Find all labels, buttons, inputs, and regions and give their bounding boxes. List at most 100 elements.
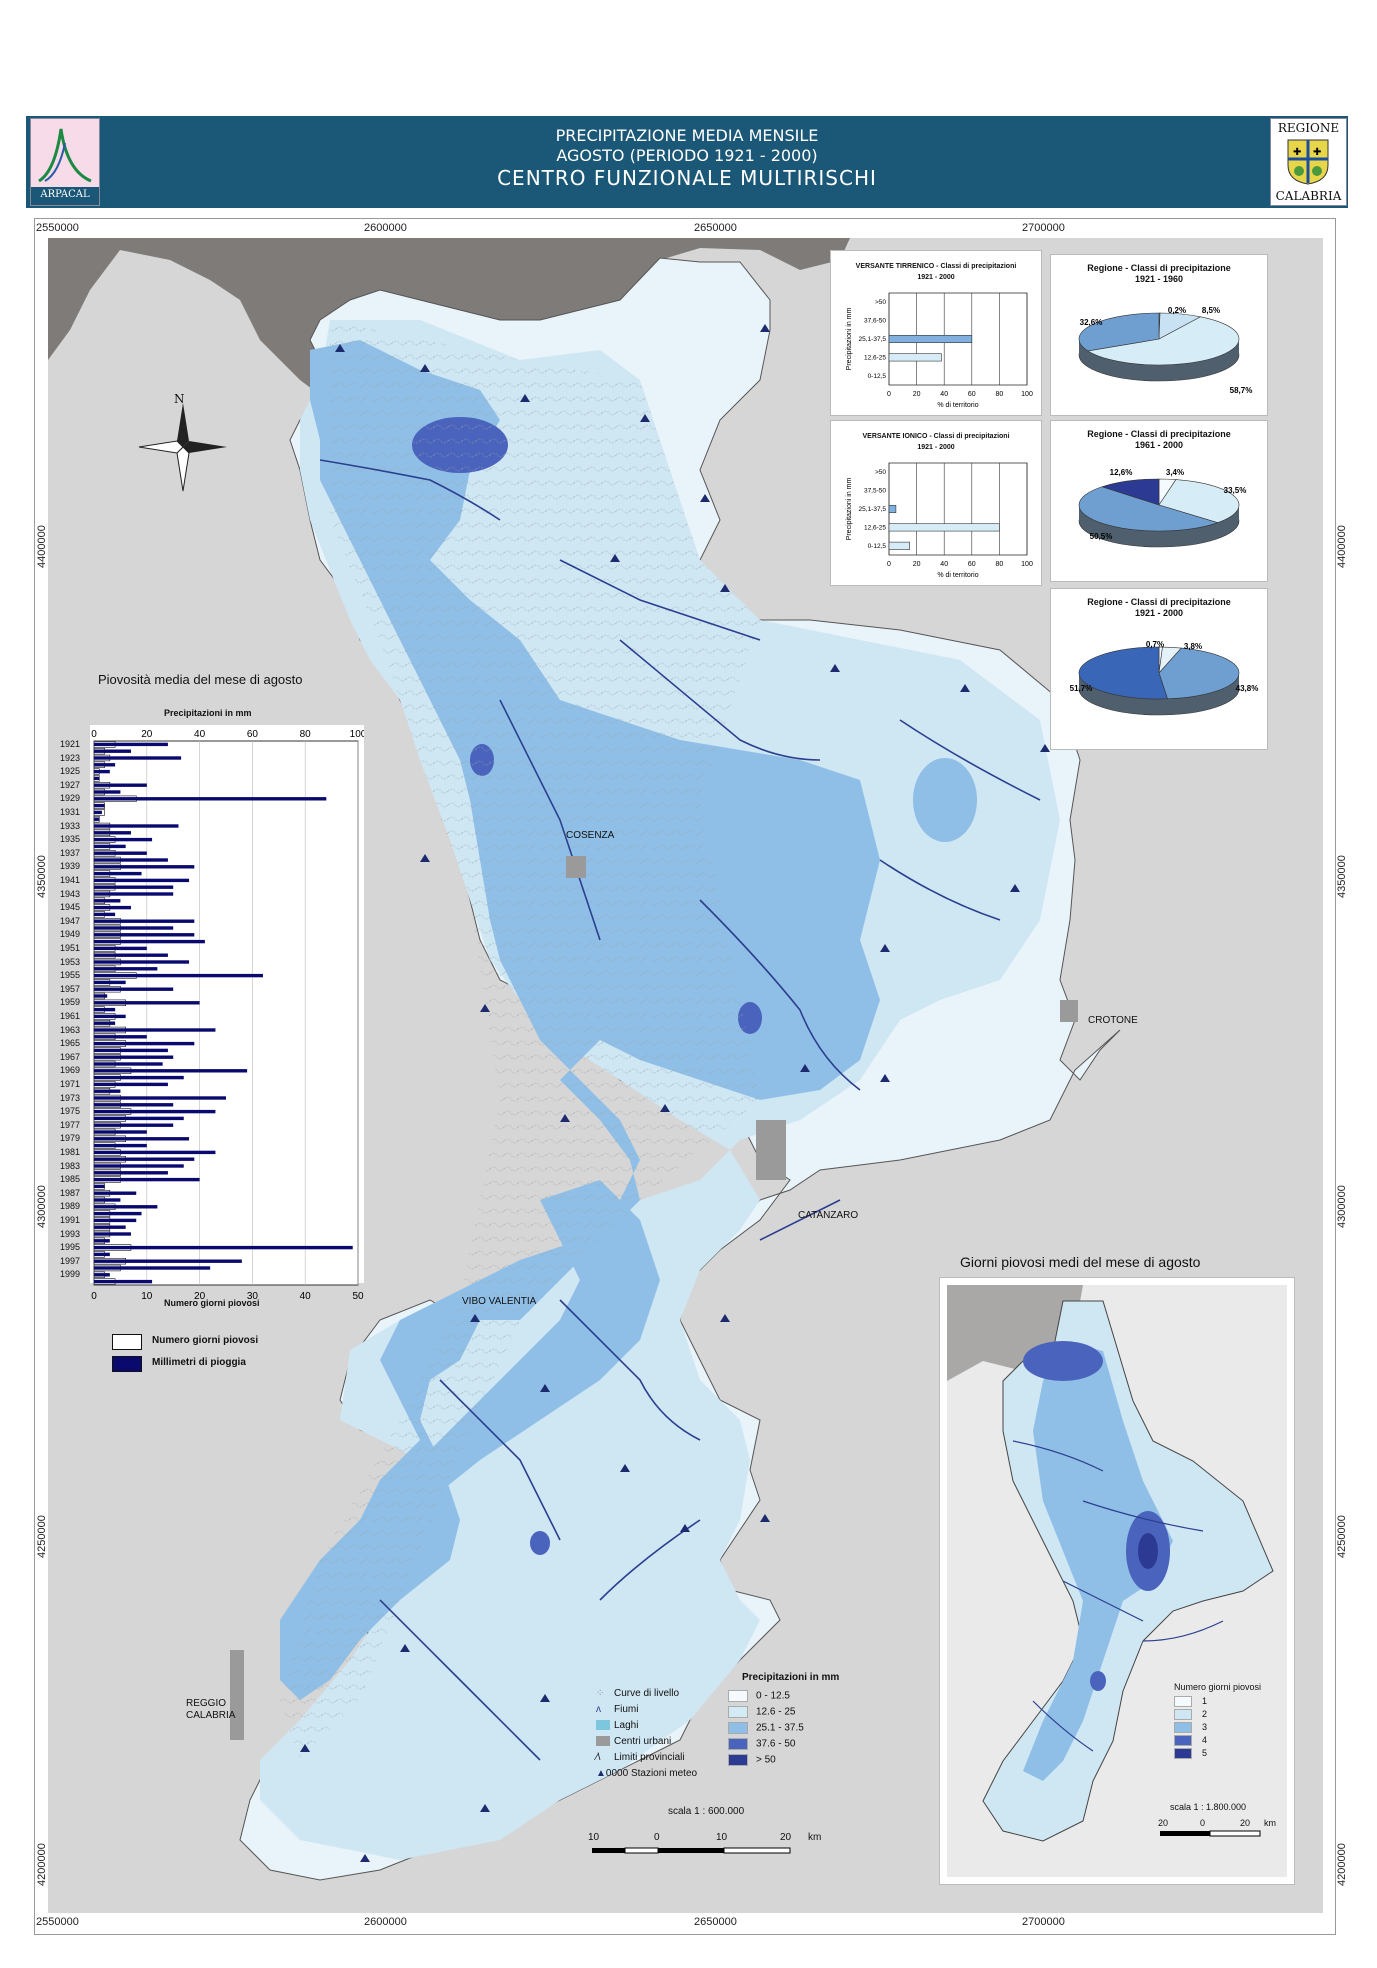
- title-line-3: CENTRO FUNZIONALE MULTIRISCHI: [497, 166, 877, 190]
- barchart-bar-2: [888, 335, 973, 343]
- bar-mm-1925: [94, 769, 110, 774]
- contour-lines: [280, 320, 760, 1760]
- bar-mm-1966: [94, 1048, 168, 1053]
- inset-scale-tick-20: 20: [1240, 1818, 1251, 1828]
- barchart-bar-3: [888, 353, 942, 362]
- bar-mm-1933: [94, 824, 179, 828]
- bar-mm-1928: [94, 790, 121, 794]
- x-coord-top-2: 2600000: [364, 222, 407, 234]
- left-chart-frame: [93, 740, 359, 1286]
- bar-mm-1970: [94, 1075, 184, 1080]
- bar-mm-1976: [94, 1116, 184, 1121]
- bar-mm-1952: [94, 953, 168, 957]
- bar-chart-ionico-subtitle: 1921 - 2000: [917, 444, 955, 451]
- bar-mm-1991: [94, 1218, 137, 1223]
- left-chart-top-tick: 0: [91, 729, 97, 740]
- river-icon: ʌ: [596, 1704, 601, 1715]
- year-label-1983: 1983: [60, 1160, 81, 1171]
- bar-mm-1984: [94, 1171, 168, 1175]
- bar-mm-1955: [94, 973, 263, 978]
- north-label: N: [174, 392, 185, 406]
- inset-legend: 1 2 3 4 5: [1174, 1696, 1207, 1761]
- city-label-catanzaro: CATANZARO: [798, 1210, 859, 1221]
- year-label-1973: 1973: [60, 1092, 81, 1103]
- precip-class-swatch: [728, 1690, 748, 1702]
- x-coord-top-1: 2550000: [36, 222, 79, 234]
- bar-mm-1968: [94, 1062, 163, 1066]
- city-label-reggio-line-1: REGGIO: [186, 1698, 227, 1709]
- bar-mm-1947: [94, 919, 195, 923]
- pie-3-svg: 0,7% 3,8% 51,7% 43,8%: [1070, 640, 1259, 716]
- barchart-bar-3: [888, 523, 1000, 532]
- barchart-xtick: 40: [940, 391, 948, 398]
- pie-label-3: 43,8%: [1236, 684, 1259, 693]
- bar-chart-tirrenico-title: VERSANTE TIRRENICO - Classi di precipita…: [855, 263, 1017, 270]
- barchart-xtick: 0: [887, 391, 891, 398]
- year-label-1937: 1937: [60, 847, 81, 858]
- year-label-1981: 1981: [60, 1147, 81, 1157]
- precip-class-label: 12.6 - 25: [756, 1706, 796, 1718]
- pie-slice-1: [1158, 479, 1240, 523]
- bar-chart-ionico: VERSANTE IONICO - Classi di precipitazio…: [830, 420, 1042, 586]
- bar-mm-1921: [94, 742, 168, 747]
- bar-mm-1980: [94, 1143, 147, 1148]
- bar-mm-1981: [94, 1150, 216, 1155]
- bar-mm-1927: [94, 783, 147, 787]
- left-chart-top-tick: 100: [350, 729, 364, 740]
- bar-mm-1989: [94, 1205, 158, 1209]
- legend-lakes: Laghi: [596, 1720, 746, 1736]
- inset-legend-swatch: [1174, 1748, 1192, 1760]
- regione-calabria-logo: REGIONE ✚ ✚ CALABRIA: [1270, 118, 1347, 206]
- bar-chart-tirrenico-subtitle: 1921 - 2000: [917, 274, 955, 281]
- x-coord-bottom-3: 2650000: [694, 1916, 737, 1928]
- arpacal-logo: ARPACAL: [30, 118, 100, 206]
- urban-centres: [230, 856, 1078, 1740]
- precip-class-row: 25.1 - 37.5: [728, 1722, 848, 1738]
- bar-mm-1940: [94, 871, 142, 876]
- barchart-xtick: 60: [968, 391, 976, 398]
- left-chart-title: Piovosità media del mese di agosto: [98, 672, 303, 687]
- city-label-vibo-valentia: VIBO VALENTIA: [462, 1296, 537, 1307]
- pie-slice-3: [1078, 312, 1160, 352]
- year-label-1927: 1927: [60, 779, 81, 790]
- bar-mm-1956: [94, 980, 126, 985]
- barchart-xtick: 80: [996, 391, 1004, 398]
- precip-class-row: > 50: [728, 1754, 848, 1770]
- year-label-1935: 1935: [60, 834, 81, 845]
- legend-urban-label: Centri urbani: [614, 1736, 672, 1747]
- inset-legend-swatch: [1174, 1709, 1192, 1721]
- bar-mm-2000: [94, 1279, 153, 1284]
- bar-mm-1997: [94, 1259, 242, 1263]
- bar-mm-1982: [94, 1157, 195, 1161]
- bar-chart-ionico-svg: 0 20 40 60 80 100 >50 37,5-50 25,1-37,5 12,6-25 0-…: [846, 462, 1033, 579]
- year-label-1979: 1979: [60, 1133, 81, 1144]
- precip-class-label: 25.1 - 37.5: [756, 1722, 804, 1734]
- bar-mm-1946: [94, 912, 116, 917]
- pie-chart-1921-2000: Regione - Classi di precipitazione 1921 …: [1050, 588, 1268, 750]
- bar-mm-1993: [94, 1232, 131, 1236]
- precip-zone-25-37-east: [913, 758, 977, 842]
- bar-mm-1988: [94, 1198, 121, 1202]
- barchart-xtick: 20: [913, 561, 921, 568]
- bar-mm-1930: [94, 803, 105, 808]
- pie-1-title: Regione - Classi di precipitazione: [1087, 263, 1231, 273]
- barchart-xtick: 0: [887, 561, 891, 568]
- precip-class-swatch: [728, 1722, 748, 1734]
- inset-scale-tick-km: km: [1264, 1818, 1276, 1828]
- bar-mm-1961: [94, 1014, 126, 1019]
- x-coord-top-3: 2650000: [694, 222, 737, 234]
- inset-legend-swatch: [1174, 1696, 1192, 1708]
- left-chart-bottom-tick: 10: [141, 1291, 153, 1302]
- left-chart-top-tick: 60: [247, 729, 259, 740]
- bar-mm-1978: [94, 1130, 147, 1134]
- barchart-category-label: 12,6-25: [864, 524, 886, 531]
- bar-mm-1963: [94, 1028, 216, 1032]
- bar-mm-1939: [94, 865, 195, 869]
- precip-class-row: 37.6 - 50: [728, 1738, 848, 1754]
- pie-label-2: 51,7%: [1070, 684, 1093, 693]
- barchart-category-label: >50: [875, 469, 886, 476]
- bar-mm-1983: [94, 1164, 184, 1168]
- pie-slice-3: [1101, 478, 1160, 506]
- scale-tick-20: 20: [780, 1832, 792, 1843]
- year-label-1975: 1975: [60, 1106, 81, 1117]
